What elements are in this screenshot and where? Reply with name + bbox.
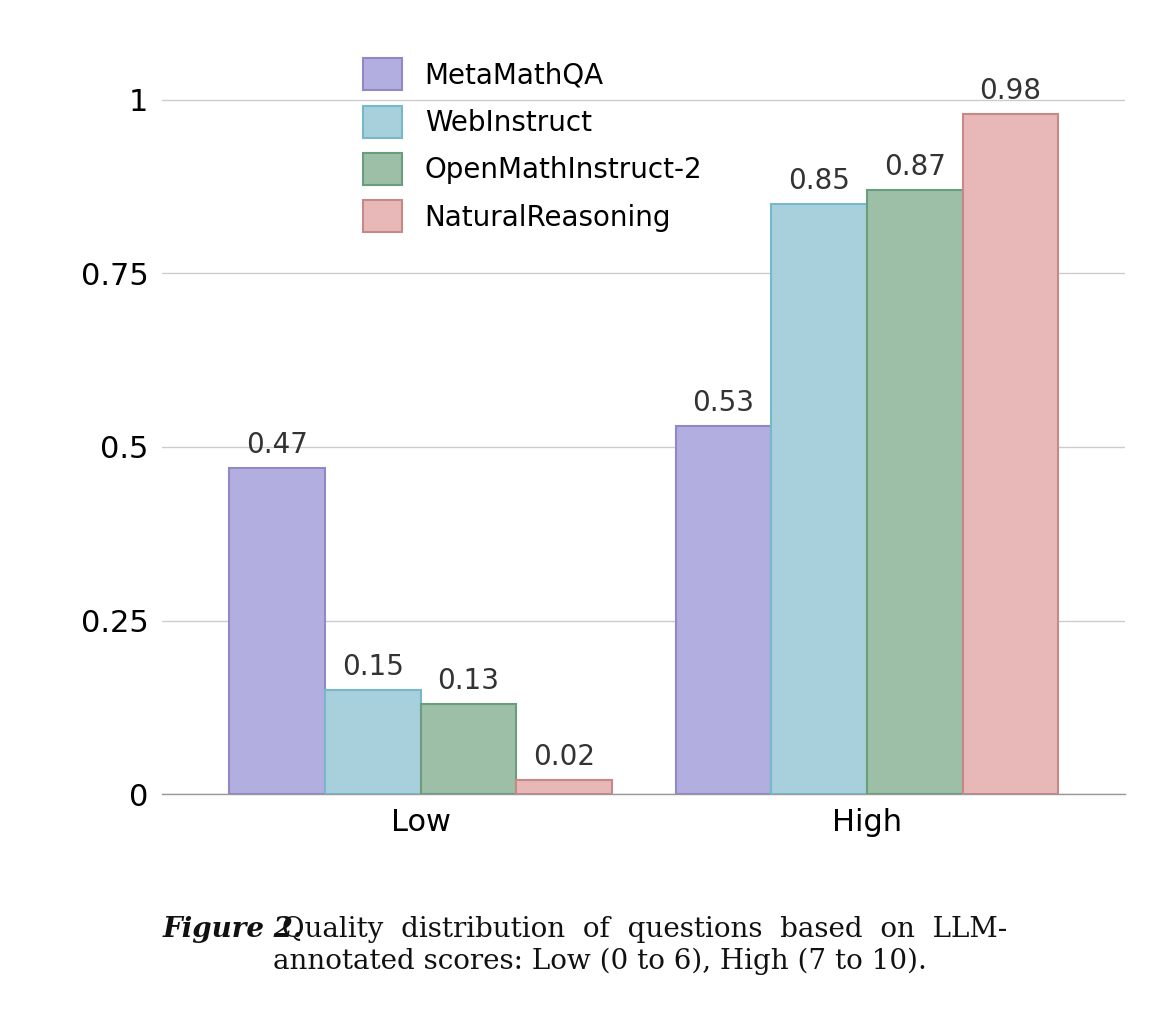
Text: 0.85: 0.85: [788, 167, 850, 195]
Text: 0.02: 0.02: [534, 743, 595, 772]
Bar: [771, 204, 867, 794]
Text: Figure 2.: Figure 2.: [162, 916, 303, 944]
Text: 0.47: 0.47: [246, 431, 309, 459]
Bar: [421, 703, 516, 794]
Text: 0.15: 0.15: [342, 653, 404, 681]
Bar: [325, 690, 421, 794]
Text: 0.98: 0.98: [979, 76, 1042, 105]
Legend: MetaMathQA, WebInstruct, OpenMathInstruct-2, NaturalReasoning: MetaMathQA, WebInstruct, OpenMathInstruc…: [349, 45, 716, 246]
Bar: [675, 427, 771, 794]
Text: 0.13: 0.13: [437, 667, 500, 695]
Bar: [230, 468, 325, 794]
Text: 0.53: 0.53: [693, 389, 754, 417]
Bar: [516, 780, 612, 794]
Bar: [867, 190, 963, 794]
Bar: [963, 114, 1058, 794]
Text: 0.87: 0.87: [884, 153, 945, 181]
Text: Quality  distribution  of  questions  based  on  LLM-
annotated scores: Low (0 t: Quality distribution of questions based …: [273, 916, 1007, 975]
